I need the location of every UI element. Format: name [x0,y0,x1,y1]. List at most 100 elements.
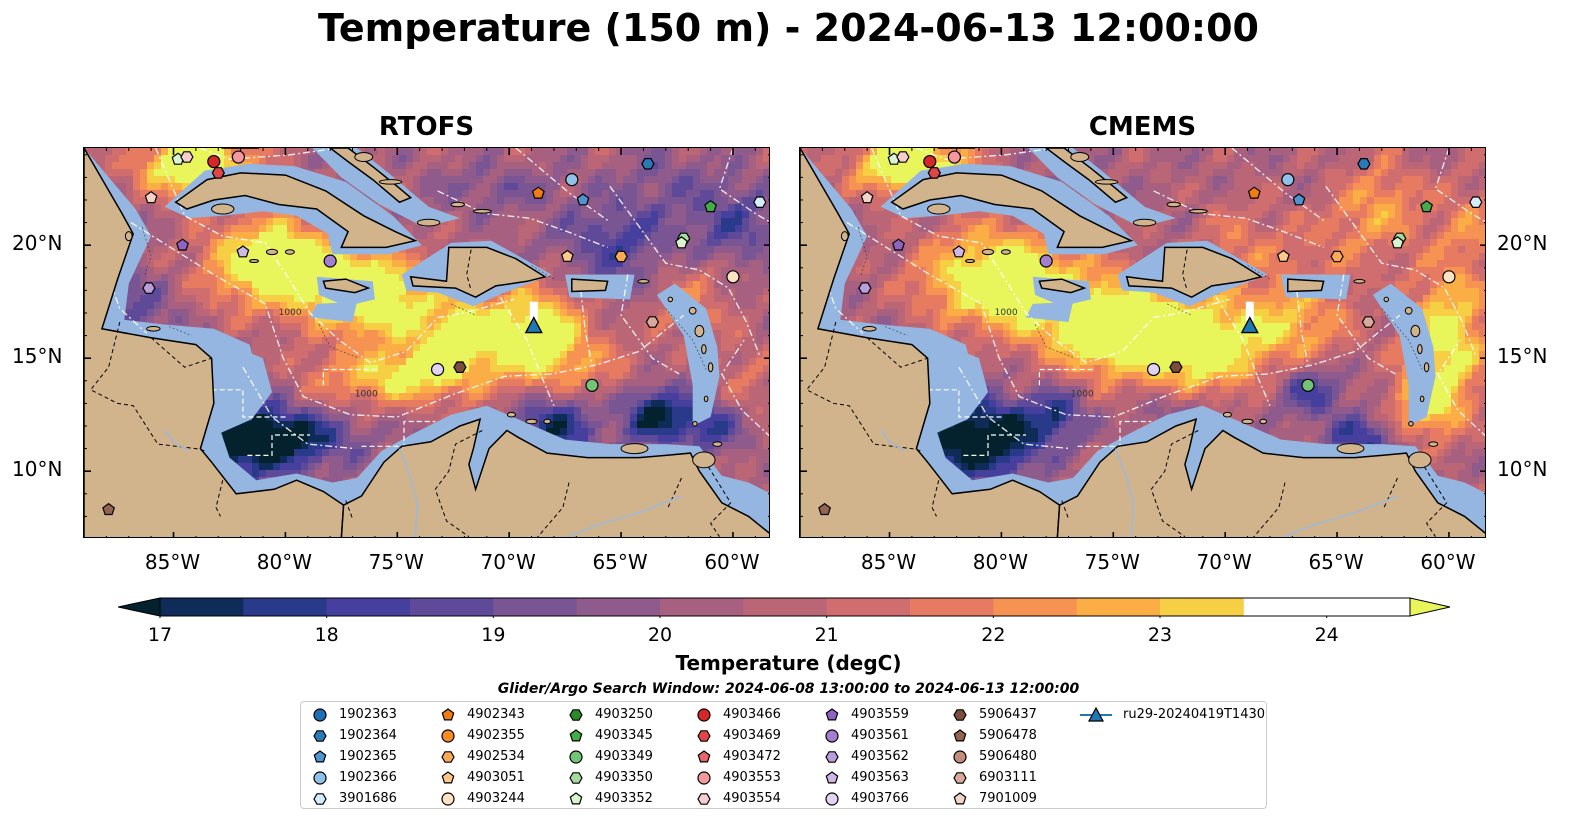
float-marker [585,378,599,392]
float-marker [641,158,655,170]
float-marker [704,200,718,213]
float-marker [1420,200,1434,213]
legend-marker [313,792,327,805]
legend-marker [569,791,583,804]
legend-label: 1902363 [339,707,397,722]
legend-label: 4903051 [467,770,525,785]
legend-label: 1902366 [339,770,397,785]
legend-marker [697,707,711,722]
legend-marker [441,770,455,783]
legend-marker [313,729,327,742]
colorbar-segment [576,598,661,616]
float-marker [176,238,189,251]
colorbar-segment [910,598,994,616]
float-marker [531,186,545,199]
float-marker [231,150,246,164]
map-rtofs: 1000 1000 [84,148,769,537]
legend-label: 3901686 [339,791,397,806]
legend-label: 4902343 [467,707,525,722]
legend-marker-icon [825,770,839,783]
float-marker [180,151,194,163]
legend-marker [825,707,839,720]
legend-marker [697,729,711,742]
legend-item: 1902365 [311,746,397,767]
legend-label: 4903345 [595,728,653,743]
country-borders [805,249,1448,537]
map-panel-rtofs[interactable]: 1000 1000 [83,147,770,538]
float-marker [892,238,905,251]
lon-tick-label: 75°W [1084,550,1140,574]
legend-label: 4902355 [467,728,525,743]
lon-tick-label: 75°W [368,550,424,574]
legend-item: 4903250 [567,704,653,725]
legend-item: 4903345 [567,725,653,746]
legend-item: 5906478 [951,725,1037,746]
legend-marker [697,770,711,785]
colorbar-segment [1076,598,1161,616]
legend-marker [441,728,455,743]
legend-marker-icon [953,791,967,804]
lon-tick-label: 85°W [860,550,917,574]
float-marker [1281,173,1295,187]
legend-marker [313,707,327,722]
lon-tick-label: 60°W [1420,550,1476,574]
float-marker [1357,158,1371,170]
float-marker [858,282,872,294]
legend-marker-icon [697,729,711,742]
rivers [879,430,1398,537]
legend-item: 4903472 [695,746,781,767]
lon-tick-label: 80°W [972,550,1029,574]
lon-tick-label: 65°W [592,550,648,574]
legend-marker [953,771,967,784]
legend-label: 4903349 [595,749,653,764]
float-marker [1330,250,1344,263]
lat-tick-label-right: 10°N [1497,457,1548,482]
legend-marker-icon [953,749,967,764]
contour-label: 1000 [355,390,378,400]
legend-item: 4903561 [823,725,909,746]
legend-marker [953,791,967,804]
float-marker [453,361,467,373]
legend-item: 6903111 [951,767,1037,788]
legend-item: 4902534 [439,746,525,767]
float-marker [1391,236,1404,249]
legend-label: 4903554 [723,791,781,806]
legend-marker-icon [313,729,327,742]
float-marker [1247,186,1261,199]
colorbar-segment [410,598,494,616]
legend-label: 4903553 [723,770,781,785]
legend-marker-icon [697,707,711,722]
lon-tick-label: 80°W [256,550,313,574]
float-marker [565,173,579,187]
legend-label: 7901009 [979,791,1037,806]
legend-marker-icon [825,791,839,806]
legend-marker-icon [569,791,583,804]
float-marker [1292,193,1306,206]
colorbar-segment [660,598,744,616]
colorbar-extend-low [118,597,161,617]
legend-label: 6903111 [979,770,1037,785]
legend-item: 4903469 [695,725,781,746]
legend-item: 4903766 [823,788,909,809]
float-marker [1301,378,1315,392]
lon-tick-label: 65°W [1308,550,1364,574]
lon-tick-label: 60°W [704,550,760,574]
float-marker [614,250,628,263]
legend: 1902363 1902364 1902365 1902366 3901686 49023… [300,701,1267,809]
land [84,148,769,537]
float-marker [207,154,221,169]
legend-marker-icon [441,728,455,743]
legend-marker [569,708,583,721]
legend-marker [953,708,967,721]
float-marker [923,154,937,169]
legend-item: 4903559 [823,704,909,725]
legend-marker [313,770,327,785]
float-marker [430,362,445,377]
legend-marker-icon [313,792,327,805]
float-marker [1361,316,1376,328]
legend-item: 4903554 [695,788,781,809]
float-marker [323,254,337,268]
map-panel-cmems[interactable]: 1000 1000 [799,147,1486,538]
colorbar-tick-label: 19 [481,624,506,646]
legend-item: 4903563 [823,767,909,788]
